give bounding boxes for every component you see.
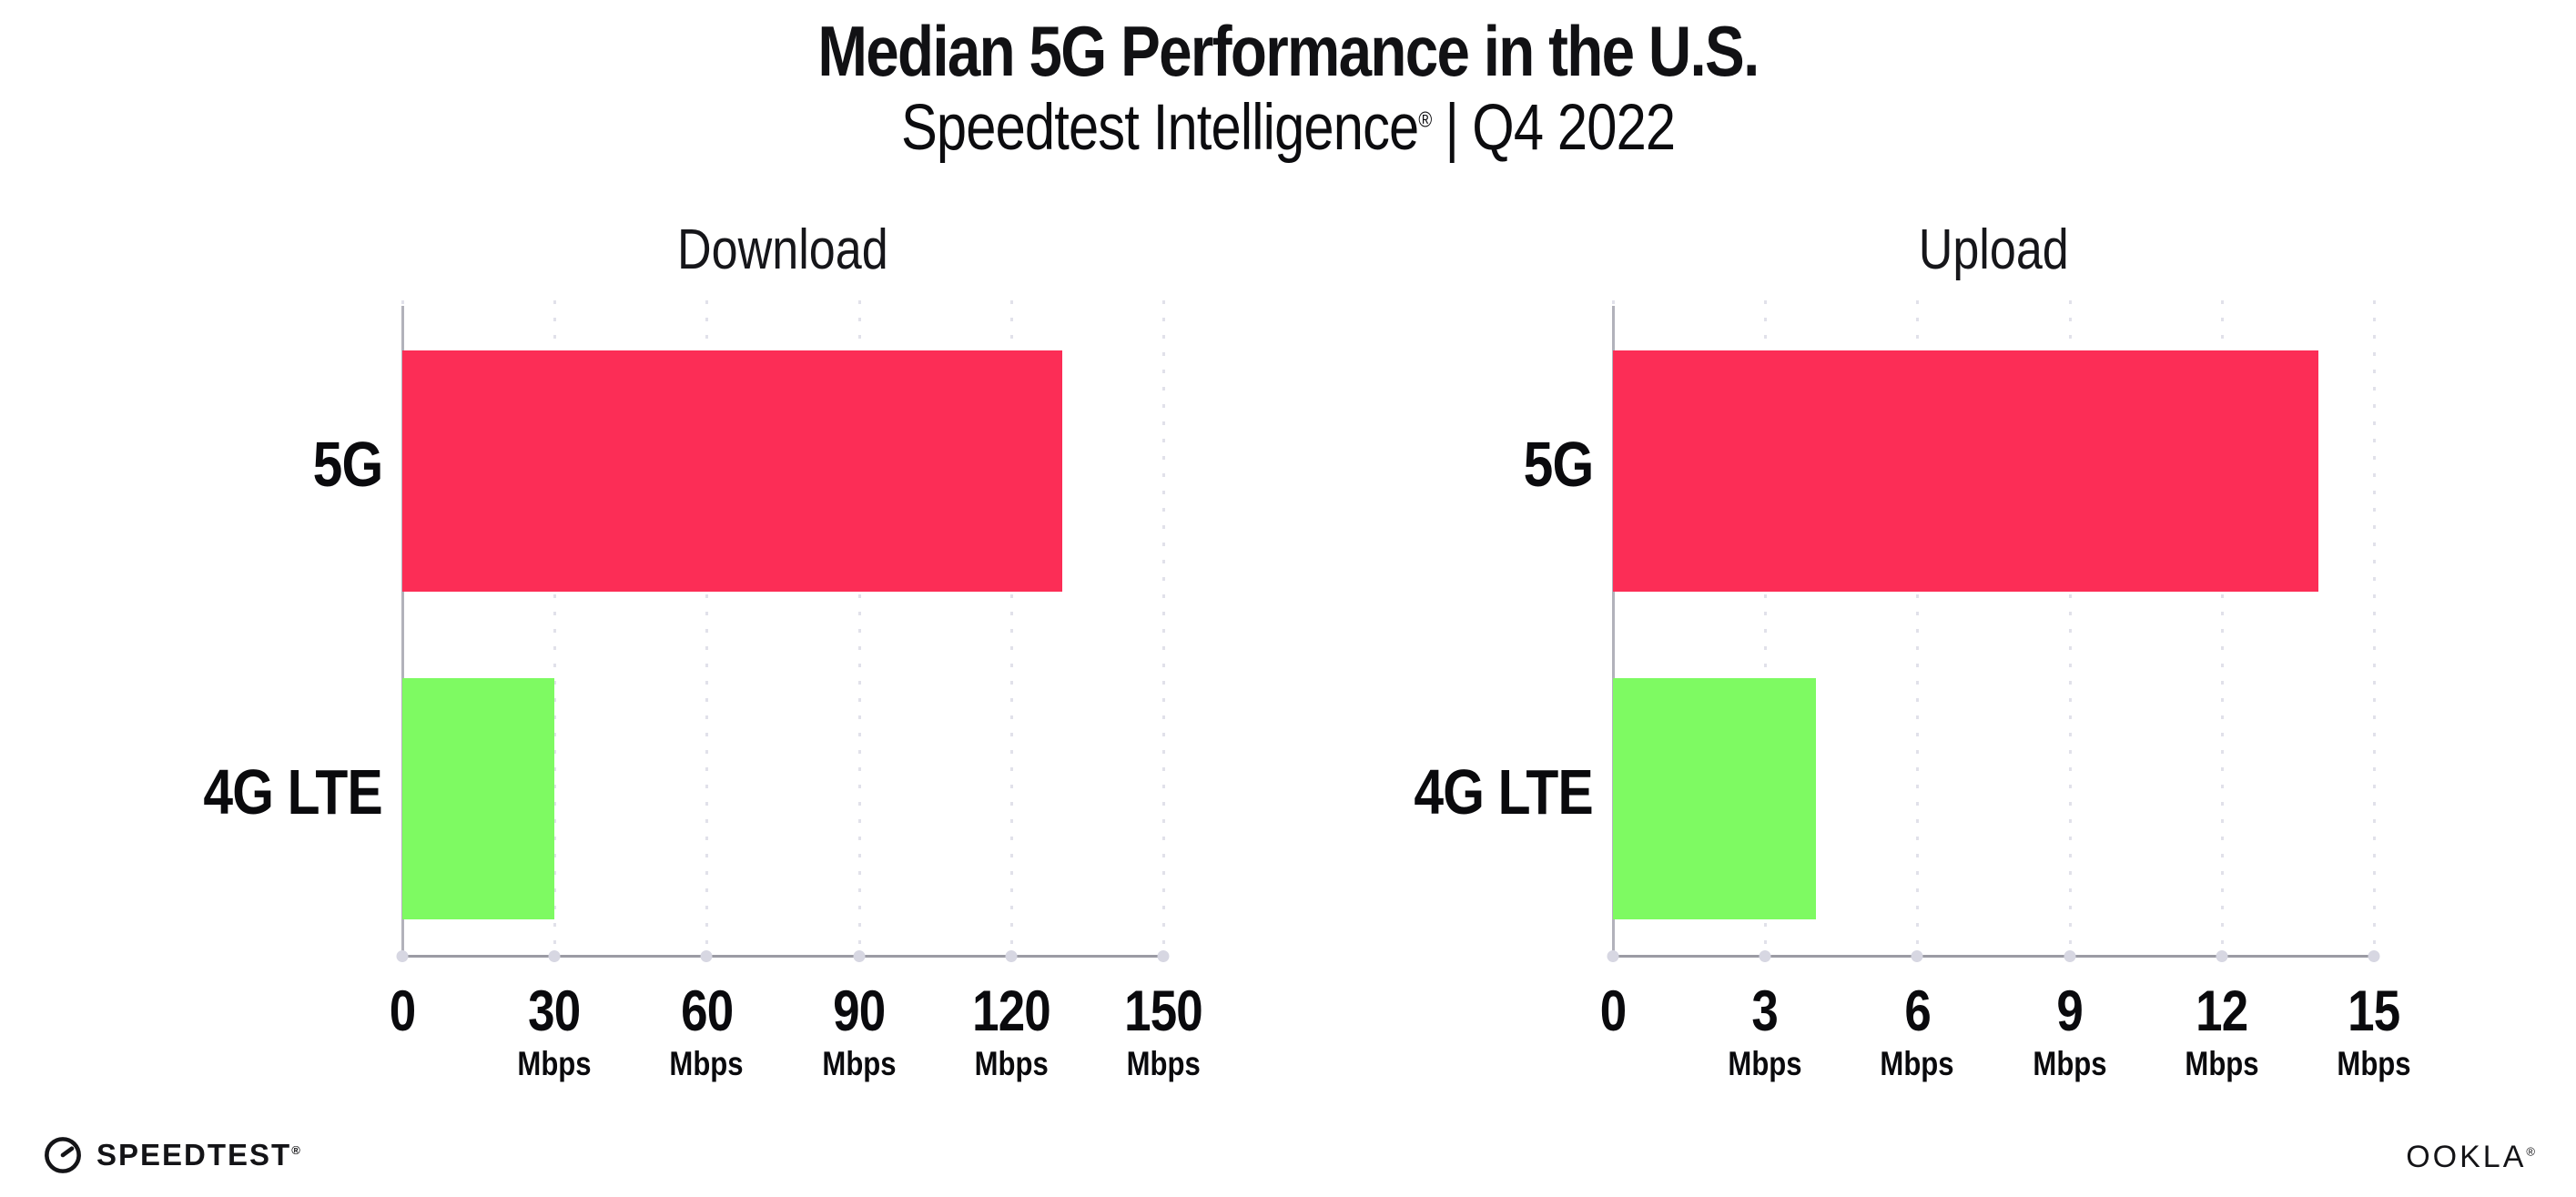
x-tick-label: 0 xyxy=(387,981,418,1041)
axis-tick-mark xyxy=(853,950,866,962)
x-tick-label: 6 Mbps xyxy=(1873,981,1962,1082)
gridline xyxy=(1162,300,1165,956)
ookla-wordmark: OOKLA xyxy=(2406,1140,2527,1174)
gridline xyxy=(857,300,861,956)
gridline xyxy=(705,300,709,956)
category-label: 5G xyxy=(1523,429,1594,500)
page-title: Median 5G Performance in the U.S. xyxy=(0,11,2576,91)
speedtest-logo: SPEEDTEST® xyxy=(42,1131,302,1179)
x-axis-line xyxy=(1612,955,2375,958)
download-category-labels: 5G 4G LTE xyxy=(93,300,402,956)
gridline xyxy=(2068,300,2072,956)
gridline xyxy=(1009,300,1013,956)
tick-value: 12 xyxy=(2196,979,2248,1043)
subtitle: Speedtest Intelligence® | Q4 2022 xyxy=(0,91,2576,164)
tick-unit: Mbps xyxy=(1126,1045,1201,1082)
speedtest-gauge-icon xyxy=(45,1137,81,1173)
bar-4g-lte-download xyxy=(402,678,555,919)
axis-tick-mark xyxy=(700,950,713,962)
gridline xyxy=(2220,300,2224,956)
tick-unit: Mbps xyxy=(669,1045,744,1082)
x-tick-label: 120 Mbps xyxy=(965,981,1058,1082)
gridline xyxy=(1916,300,1920,956)
tick-unit: Mbps xyxy=(974,1045,1049,1082)
tick-value: 30 xyxy=(528,979,582,1043)
y-axis-spine xyxy=(401,306,404,956)
subtitle-brand: Speedtest Intelligence xyxy=(900,91,1419,164)
category-label: 4G LTE xyxy=(1414,756,1594,827)
axis-tick-mark xyxy=(1759,950,1771,962)
x-tick-label: 0 xyxy=(1597,981,1628,1041)
axis-tick-mark xyxy=(1157,950,1170,962)
axis-tick-mark xyxy=(1911,950,1923,962)
x-tick-label: 90 Mbps xyxy=(815,981,903,1082)
speedtest-wordmark: SPEEDTEST® xyxy=(96,1138,302,1172)
tick-value: 9 xyxy=(2056,979,2083,1043)
tick-value: 3 xyxy=(1751,979,1779,1043)
gridline xyxy=(2373,300,2376,956)
bar-5g-download xyxy=(402,350,1062,592)
x-tick-label: 30 Mbps xyxy=(511,981,599,1082)
tick-value: 15 xyxy=(2348,979,2400,1043)
axis-tick-mark xyxy=(2368,950,2380,962)
ookla-logo: OOKLA® xyxy=(2406,1140,2538,1175)
gridline xyxy=(1764,300,1768,956)
registered-symbol: ® xyxy=(291,1143,302,1157)
upload-chart-title: Upload xyxy=(1918,218,2069,281)
x-tick-label: 3 Mbps xyxy=(1721,981,1810,1082)
tick-value: 0 xyxy=(1599,979,1627,1043)
x-tick-label: 150 Mbps xyxy=(1117,981,1210,1082)
registered-symbol: ® xyxy=(1418,107,1432,133)
header: Median 5G Performance in the U.S. Speedt… xyxy=(0,0,2576,164)
download-plot-area xyxy=(396,300,1170,962)
tick-value: 120 xyxy=(971,979,1051,1043)
subtitle-period: Q4 2022 xyxy=(1472,91,1676,164)
tick-unit: Mbps xyxy=(1728,1045,1802,1082)
tick-unit: Mbps xyxy=(2033,1045,2107,1082)
upload-category-labels: 5G 4G LTE xyxy=(1303,300,1613,956)
download-x-axis-labels: 0 30 Mbps 60 Mbps 90 Mbps 120 Mbps 150 Mbps xyxy=(390,981,1203,1127)
axis-tick-mark xyxy=(548,950,561,962)
tick-value: 150 xyxy=(1124,979,1203,1043)
x-tick-label: 60 Mbps xyxy=(663,981,751,1082)
tick-unit: Mbps xyxy=(2185,1045,2259,1082)
subtitle-separator: | xyxy=(1445,91,1459,164)
tick-unit: Mbps xyxy=(1880,1045,1954,1082)
upload-x-axis-labels: 0 3 Mbps 6 Mbps 9 Mbps 12 Mbps 15 Mbps xyxy=(1600,981,2411,1127)
tick-unit: Mbps xyxy=(2337,1045,2411,1082)
x-tick-label: 9 Mbps xyxy=(2025,981,2114,1082)
tick-unit: Mbps xyxy=(517,1045,592,1082)
bar-4g-lte-upload xyxy=(1613,678,1816,919)
axis-tick-mark xyxy=(2216,950,2228,962)
upload-plot-area xyxy=(1607,300,2380,962)
registered-symbol: ® xyxy=(2526,1144,2538,1159)
tick-value: 90 xyxy=(833,979,886,1043)
download-chart-title: Download xyxy=(677,218,888,281)
axis-tick-mark xyxy=(1005,950,1018,962)
tick-unit: Mbps xyxy=(822,1045,897,1082)
axis-tick-mark xyxy=(396,950,409,962)
tick-value: 0 xyxy=(389,979,416,1043)
category-label: 5G xyxy=(312,429,383,500)
x-tick-label: 12 Mbps xyxy=(2177,981,2266,1082)
category-label: 4G LTE xyxy=(203,756,383,827)
tick-value: 6 xyxy=(1904,979,1931,1043)
axis-tick-mark xyxy=(1607,950,1619,962)
axis-tick-mark xyxy=(2064,950,2076,962)
y-axis-spine xyxy=(1612,306,1615,956)
gridline xyxy=(553,300,557,956)
x-tick-label: 15 Mbps xyxy=(2330,981,2419,1082)
tick-value: 60 xyxy=(680,979,734,1043)
bar-5g-upload xyxy=(1613,350,2318,592)
x-axis-line xyxy=(401,955,1164,958)
page-title-text: Median 5G Performance in the U.S. xyxy=(817,11,1760,91)
